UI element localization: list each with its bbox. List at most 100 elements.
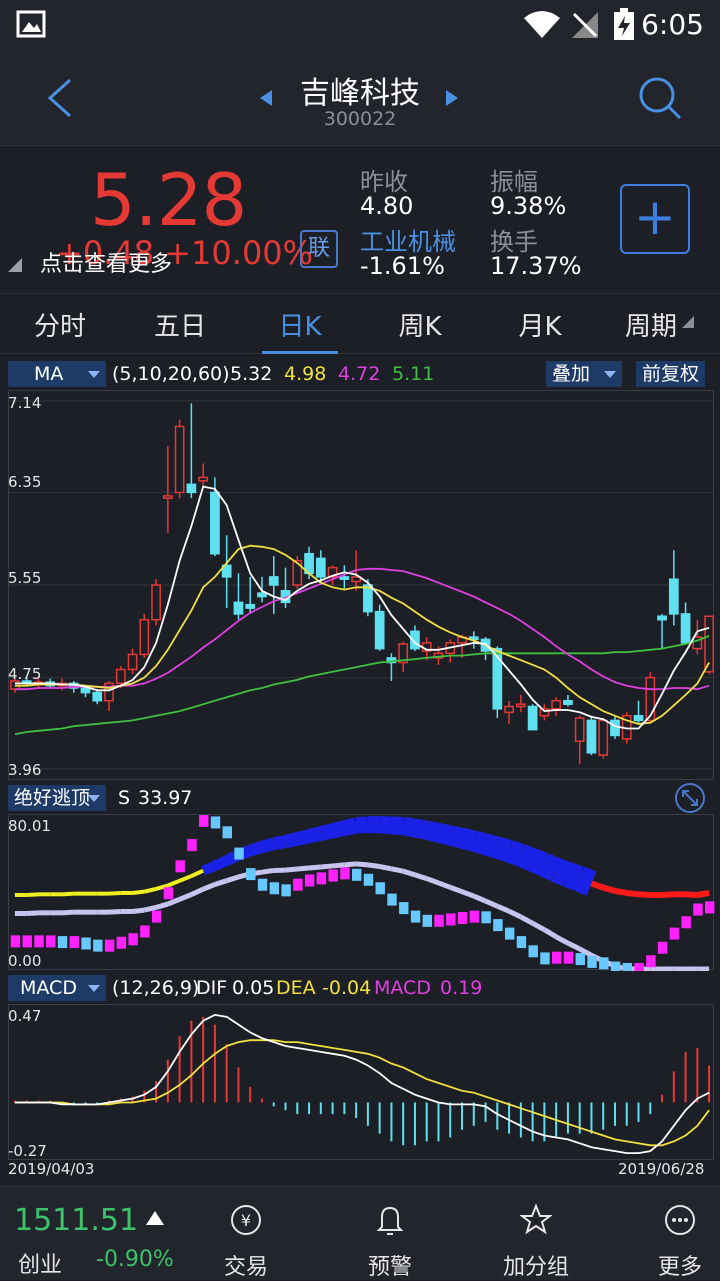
osc-step (46, 935, 55, 947)
ind2-s-label: S (118, 785, 130, 811)
candle-body (81, 688, 89, 693)
ma-selector-label: MA (34, 363, 63, 385)
status-bar: 6:05 (0, 0, 720, 50)
ind2-s-value: 33.97 (138, 785, 192, 811)
band-segment (427, 830, 439, 833)
candle-body (211, 492, 219, 553)
osc-step (34, 935, 43, 947)
y-label-3: 5.55 (8, 569, 41, 587)
band-segment (133, 892, 145, 893)
lavender-segment (133, 910, 145, 911)
lavender-segment (156, 904, 168, 907)
quote-panel: 5.28 +0.48 +10.00% 点击查看更多 联 昨收 4.80 工业机械… (0, 146, 720, 294)
macd-panel[interactable] (8, 1004, 714, 1160)
osc-step (81, 938, 90, 950)
band-segment (556, 870, 568, 875)
osc-step (58, 936, 67, 948)
tab-monthly-k[interactable]: 月K (485, 306, 595, 343)
band-segment (309, 833, 321, 836)
expand-corner-icon[interactable] (8, 258, 22, 272)
ma-selector[interactable]: MA (8, 361, 106, 387)
candle-body (528, 707, 536, 730)
osc-step (376, 882, 385, 894)
osc-step (540, 952, 549, 964)
band-segment (438, 833, 450, 836)
sector-change: -1.61% (360, 252, 445, 280)
tap-more-link[interactable]: 点击查看更多 (40, 246, 172, 278)
tab-daily-k[interactable]: 日K (245, 306, 355, 343)
osc-step (328, 870, 337, 882)
osc-step (623, 963, 632, 971)
band-segment (27, 894, 39, 895)
overlay-button[interactable]: 叠加 (546, 361, 622, 387)
tab-intraday[interactable]: 分时 (5, 306, 115, 343)
band-segment (344, 825, 356, 828)
lavender-segment (109, 911, 121, 912)
tab-weekly-k[interactable]: 周K (365, 306, 475, 343)
candle-body (258, 593, 266, 596)
candle-body (187, 484, 195, 492)
osc-step (364, 874, 373, 886)
y-label-2: 6.35 (8, 473, 41, 491)
fullscreen-icon[interactable] (674, 782, 706, 814)
candle-body (505, 707, 513, 713)
osc-step (387, 894, 396, 906)
adjust-button[interactable]: 前复权 (636, 361, 705, 387)
band-segment (474, 841, 486, 844)
macd-selector[interactable]: MACD (8, 975, 106, 1001)
osc-step (528, 945, 537, 957)
candle-body (140, 620, 148, 655)
lavender-segment (344, 864, 356, 865)
osc-step (493, 919, 502, 931)
header: 吉峰科技 300022 (0, 50, 720, 146)
bottom-bar: 1511.51 创业 -0.90% ¥ 交易 预警 加分组 更多 (0, 1186, 720, 1280)
osc-step (317, 872, 326, 884)
band-segment (533, 860, 545, 865)
chevron-down-icon (88, 795, 100, 802)
next-stock-icon[interactable] (444, 88, 460, 108)
amplitude-value: 9.38% (490, 192, 566, 220)
search-icon[interactable] (636, 74, 684, 122)
indicator2-selector[interactable]: 绝好逃顶 (8, 785, 106, 811)
osc-step (517, 936, 526, 948)
kline-panel[interactable] (8, 390, 714, 780)
y-label-4: 4.75 (8, 665, 41, 683)
linked-button[interactable]: 联 (300, 230, 338, 268)
candle-body (634, 716, 642, 721)
index-value[interactable]: 1511.51 (14, 1203, 138, 1238)
tab-active-indicator (262, 351, 338, 354)
band-segment (109, 893, 121, 894)
osc-step (152, 911, 161, 923)
lavender-segment (556, 937, 568, 943)
osc-step (552, 952, 561, 964)
osc-step (458, 912, 467, 924)
add-watchlist-button[interactable]: + (620, 184, 690, 254)
indicator2-panel[interactable] (8, 814, 714, 970)
lavender-segment (333, 865, 345, 866)
candle-body (234, 602, 242, 614)
band-segment (580, 879, 592, 884)
lavender-segment (474, 896, 486, 901)
dea-value: -0.04 (322, 975, 371, 1001)
osc-step (258, 879, 267, 891)
osc-step (646, 955, 655, 967)
lavender-segment (521, 917, 533, 923)
ma-params: (5,10,20,60) (112, 361, 230, 387)
osc-step (175, 860, 184, 872)
lavender-segment (227, 877, 239, 881)
y-label-bottom: 3.96 (8, 761, 41, 779)
band-segment (521, 855, 533, 860)
more-icon (664, 1203, 696, 1237)
lavender-segment (403, 871, 415, 875)
band-segment (450, 836, 462, 839)
lavender-segment (509, 911, 521, 917)
tab-five-day[interactable]: 五日 (125, 306, 235, 343)
osc-step (470, 911, 479, 923)
date-start: 2019/04/03 (8, 1160, 94, 1178)
candle-body (681, 614, 689, 643)
chevron-down-icon (604, 371, 616, 378)
band-segment (544, 865, 556, 870)
band-segment (568, 875, 580, 879)
up-arrow-icon (146, 1211, 164, 1225)
macd-chart (9, 1005, 715, 1161)
